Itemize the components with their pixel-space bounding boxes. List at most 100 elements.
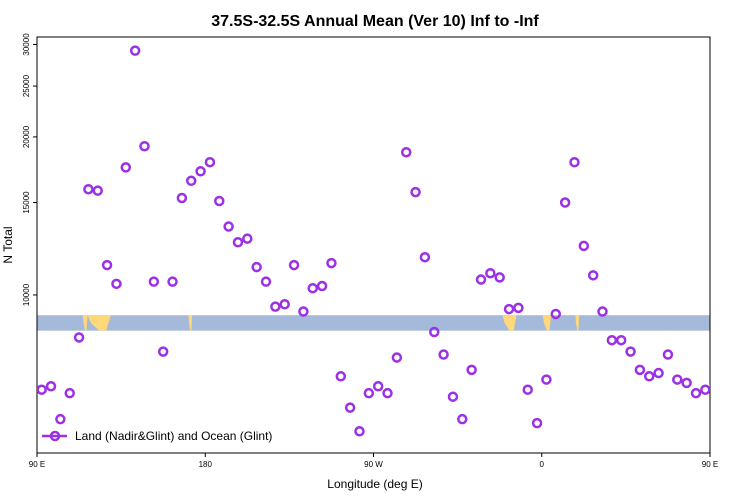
y-tick-label: 30000 [22,33,31,56]
land-segment [575,315,580,331]
data-point [157,346,169,357]
chart-title: 37.5S-32.5S Annual Mean (Ver 10) Inf to … [211,13,539,30]
data-point [270,301,281,312]
data-point [513,302,524,314]
data-point [204,156,216,168]
x-axis-label: Longitude (deg E) [327,477,422,491]
data-point [643,371,655,382]
y-axis-label: N Total [1,226,15,263]
y-tick-label: 15000 [22,191,31,214]
x-tick-label: 90 E [29,460,45,469]
data-point [569,156,580,168]
data-point [653,367,664,379]
data-point [419,251,431,263]
data-point [335,371,347,382]
x-tick-label: 90 W [364,460,383,469]
data-point [681,377,692,389]
data-point [597,306,608,317]
land-segment [502,315,517,331]
land-segment [82,315,88,331]
data-point [578,240,590,252]
data-point [625,346,636,357]
data-point [662,349,674,360]
data-point [438,349,449,360]
data-point [242,233,253,244]
data-point [139,140,150,152]
data-point [120,162,132,173]
data-point [410,186,421,198]
x-tick-label: 0 [540,460,545,469]
data-point [223,221,234,232]
data-point [634,364,646,376]
data-point [101,259,113,271]
data-point [400,146,412,158]
data-point [475,274,487,285]
x-tick-label: 90 E [702,460,718,469]
data-point [83,183,94,195]
data-point [64,387,75,399]
y-tick-label: 10000 [22,283,31,306]
data-point [167,276,178,287]
data-point [494,272,505,283]
data-point [615,334,627,346]
data-point [37,384,47,395]
data-point [382,387,393,399]
data-points [37,45,747,437]
data-point [559,197,571,208]
data-point [587,270,599,281]
data-point [326,257,337,269]
data-point [148,276,160,287]
data-point [550,308,562,320]
data-point [232,237,244,248]
data-point [344,402,356,413]
data-point [485,267,496,279]
data-point [700,384,710,395]
x-tick-label: 180 [199,460,213,469]
data-point [307,282,318,294]
legend-label: Land (Nadir&Glint) and Ocean (Glint) [75,429,272,443]
data-point [195,166,206,177]
legend-marker-icon [49,430,61,442]
data-point [129,45,141,56]
surface-band [37,315,750,331]
land-segment [87,315,111,331]
data-point [709,383,710,389]
data-point [372,381,384,392]
land-segment [725,315,750,330]
data-point [606,334,618,346]
legend: Land (Nadir&Glint) and Ocean (Glint) [42,429,272,443]
data-point [55,413,66,425]
data-point [690,387,702,399]
data-point [260,276,272,287]
data-point [111,278,122,290]
y-tick-label: 20000 [22,125,31,148]
data-point [672,374,683,385]
data-point [214,195,225,207]
data-point [92,185,104,196]
data-point [466,364,477,376]
data-point [729,389,737,397]
data-point [354,426,365,437]
data-point [522,384,533,395]
data-point [503,303,515,315]
data-point [541,374,552,385]
land-segment [188,315,193,331]
y-axis: 10000 15000 20000 25000 30000 [22,33,37,306]
plot-frame [36,36,711,454]
data-point [363,387,375,399]
data-point [185,175,197,187]
ocean-band [37,315,710,331]
data-point [429,326,440,338]
data-point [739,333,747,341]
data-point [279,299,290,310]
data-point [45,381,57,392]
data-point [251,261,262,273]
data-point [73,332,85,343]
data-point [288,259,300,271]
data-point [447,391,459,402]
data-point [457,413,468,425]
y-tick-label: 25000 [22,74,31,97]
land-segment [542,315,552,331]
